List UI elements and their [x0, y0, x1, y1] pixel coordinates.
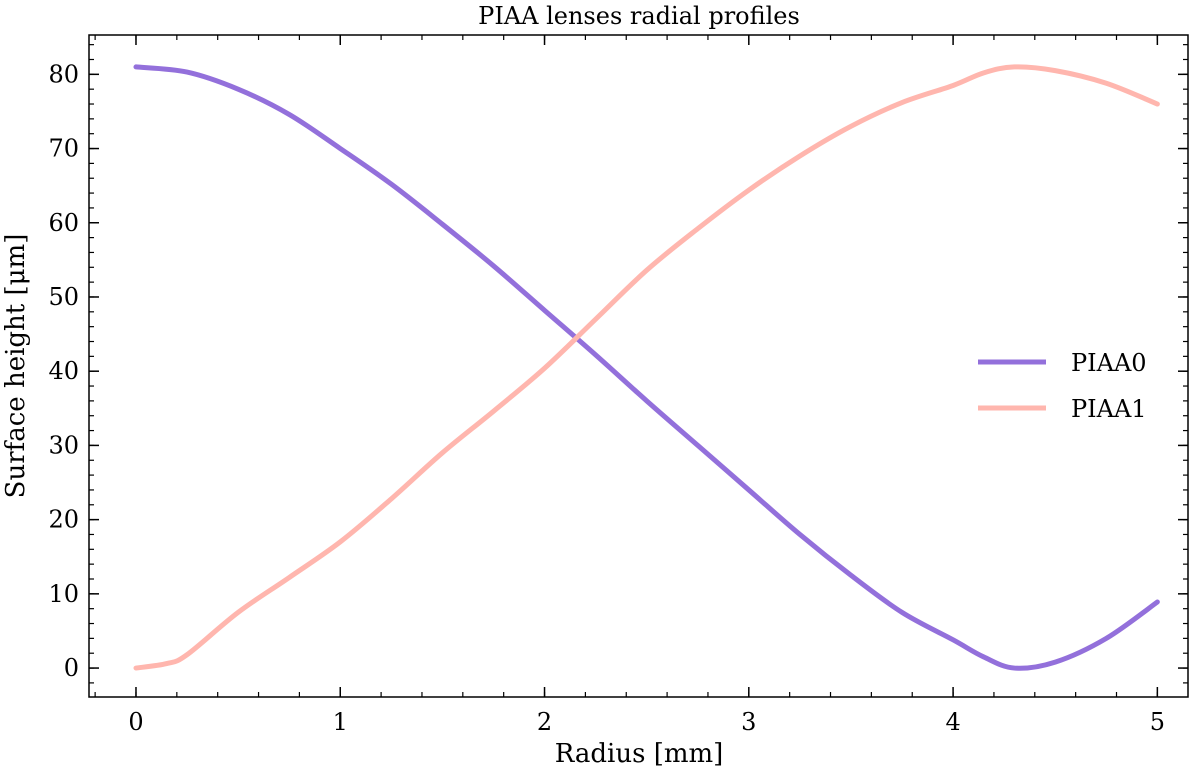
legend-label-piaa0: PIAA0	[1071, 349, 1147, 377]
y-axis-label: Surface height [μm]	[1, 234, 31, 499]
y-tick-label: 60	[48, 209, 79, 237]
series-line-piaa1	[133, 64, 1160, 671]
x-tick-label: 3	[741, 708, 756, 736]
y-tick-label: 50	[48, 283, 79, 311]
legend-label-piaa1: PIAA1	[1071, 395, 1147, 423]
chart-title: PIAA lenses radial profiles	[478, 2, 800, 30]
x-tick-label: 4	[945, 708, 960, 736]
x-tick-label: 5	[1150, 708, 1165, 736]
y-tick-label: 80	[48, 60, 79, 88]
x-tick-label: 1	[333, 708, 348, 736]
y-tick-label: 70	[48, 135, 79, 163]
axes-frame	[88, 34, 1189, 698]
y-tick-label: 0	[64, 654, 79, 682]
x-axis-label: Radius [mm]	[555, 739, 724, 769]
series-line-piaa0	[133, 64, 1160, 671]
y-tick-label: 20	[48, 506, 79, 534]
x-tick-label: 0	[128, 708, 143, 736]
y-tick-label: 30	[48, 431, 79, 459]
legend: PIAA0 PIAA1	[978, 349, 1147, 423]
x-tick-label: 2	[537, 708, 552, 736]
y-tick-label: 40	[48, 357, 79, 385]
y-tick-label: 10	[48, 580, 79, 608]
